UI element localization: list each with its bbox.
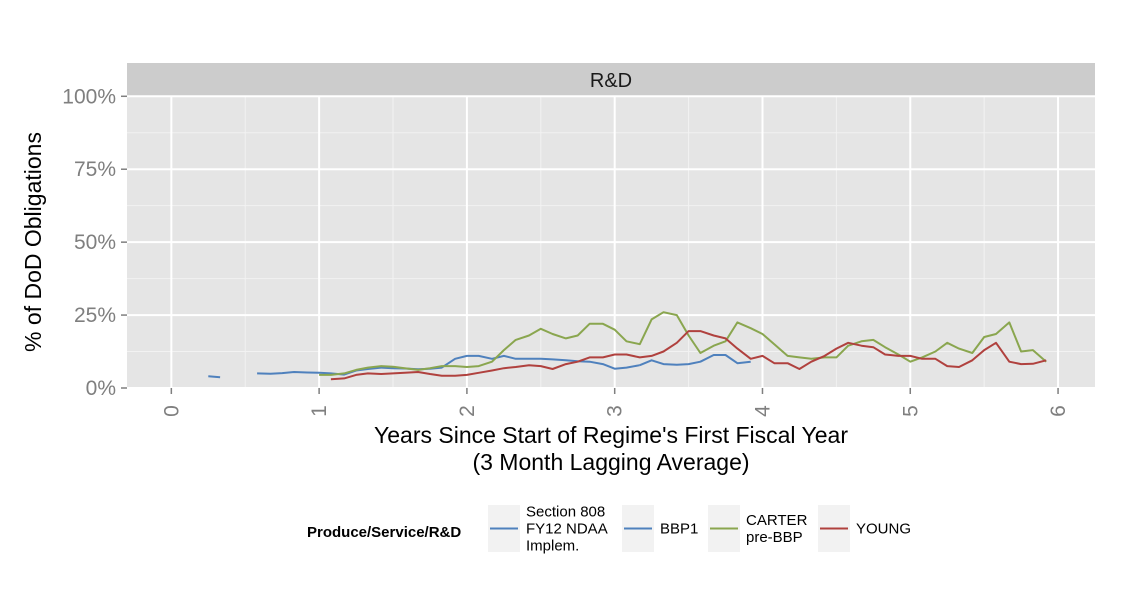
legend-label: Section 808 <box>526 504 605 521</box>
x-tick-label: 3 <box>604 405 627 417</box>
legend-label: BBP1 <box>660 521 698 538</box>
facet-label: R&D <box>590 70 632 92</box>
y-tick-label: 50% <box>74 231 116 254</box>
series-line-1-segment-2 <box>257 354 640 376</box>
x-axis-subtitle: (3 Month Lagging Average) <box>472 449 749 475</box>
legend-label: FY12 NDAA <box>526 521 608 538</box>
y-tick-label: 75% <box>74 158 116 181</box>
x-axis-title: Years Since Start of Regime's First Fisc… <box>374 422 848 448</box>
x-tick-label: 0 <box>160 405 183 417</box>
series-line-4-segment-1 <box>330 330 1047 381</box>
x-tick-label: 1 <box>308 405 331 417</box>
x-tick-label: 2 <box>456 405 479 417</box>
x-tick-label: 5 <box>899 405 922 417</box>
facet-strip <box>127 63 1095 96</box>
major-gridlines <box>127 95 1095 389</box>
x-tick-label: 6 <box>1047 405 1070 417</box>
y-tick-label: 100% <box>62 85 116 108</box>
y-axis-title: % of DoD Obligations <box>20 132 46 352</box>
legend-label: CARTER <box>746 512 808 529</box>
series-line-2-segment-1 <box>639 354 751 367</box>
series-line-3-segment-1 <box>319 311 1047 376</box>
y-tick-label: 0% <box>86 377 116 400</box>
x-axis: 0 1 2 3 4 5 6 <box>160 388 1070 417</box>
legend-label: pre-BBP <box>746 529 803 546</box>
legend-title: Produce/Service/R&D <box>307 524 461 541</box>
series-lines <box>208 311 1047 381</box>
x-tick-label: 4 <box>751 405 774 417</box>
y-tick-label: 25% <box>74 304 116 327</box>
legend-label: YOUNG <box>856 521 911 538</box>
y-axis: 0% 25% 50% 75% 100% <box>62 85 127 400</box>
series-line-1-segment-1 <box>208 375 221 379</box>
legend-label: Implem. <box>526 538 579 555</box>
